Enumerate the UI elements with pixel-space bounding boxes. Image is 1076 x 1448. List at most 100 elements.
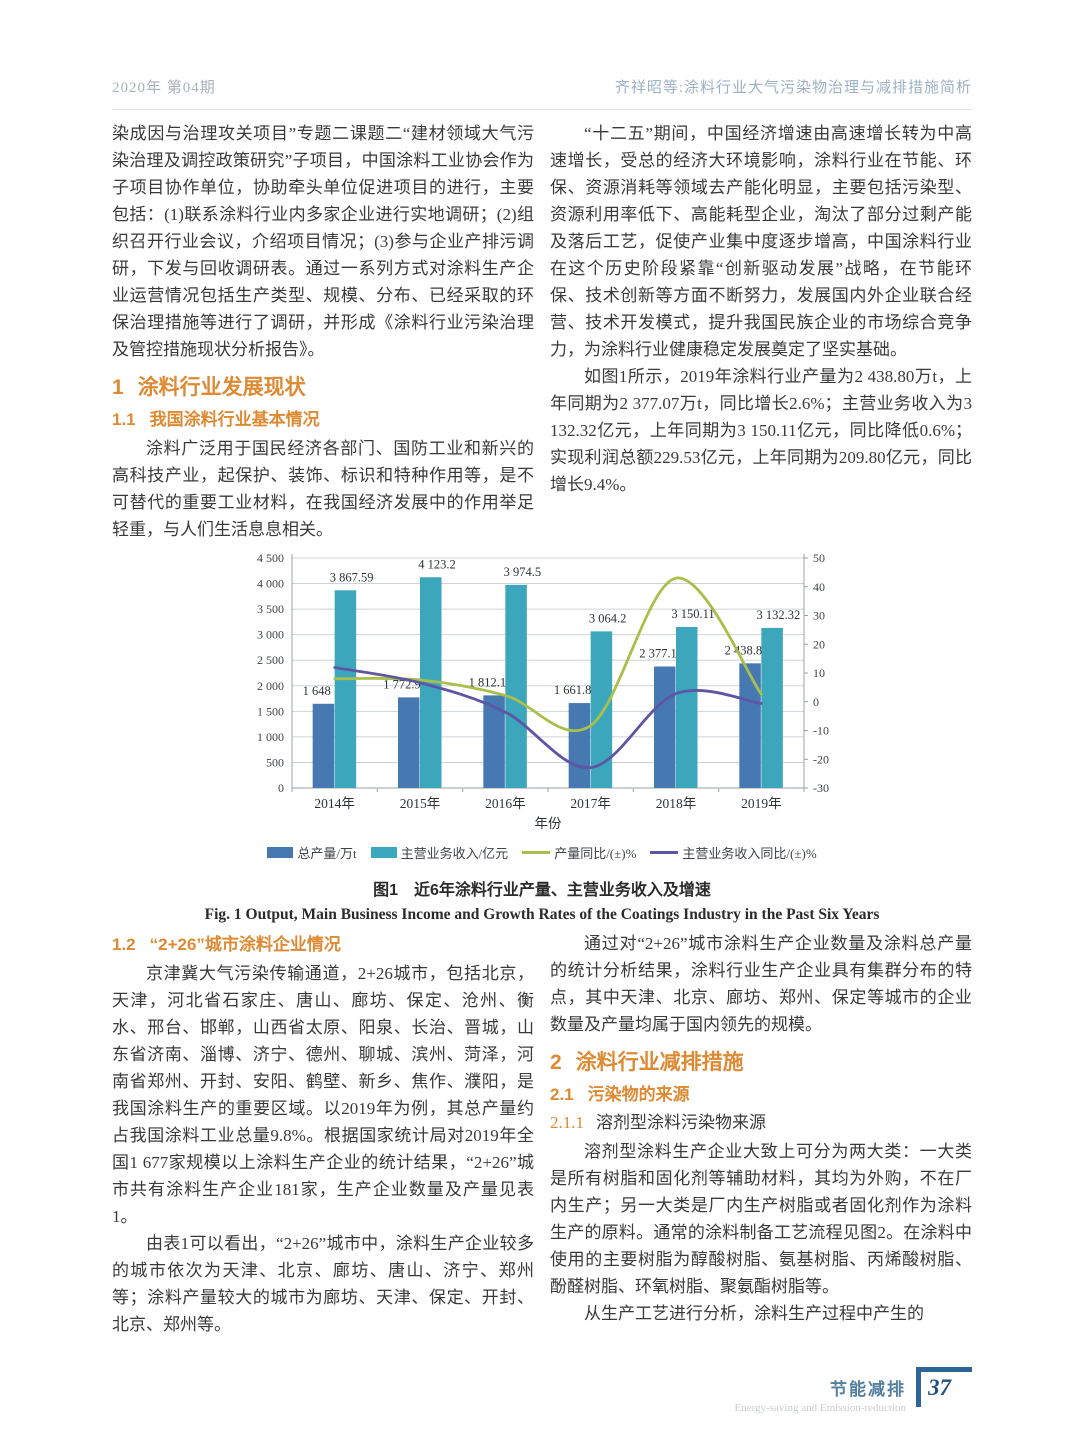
top-columns: 染成因与治理攻关项目”专题二课题二“建材领域大气污染治理及调控政策研究”子项目，… (112, 120, 972, 540)
svg-text:1 648: 1 648 (303, 684, 331, 698)
svg-text:20: 20 (813, 637, 825, 651)
section-1-2-paragraph-2: 由表1可以看出，“2+26”城市中，涂料生产企业较多的城市依次为天津、北京、廊坊… (112, 1234, 534, 1334)
footer-labels: 节能减排 Energy-saving and Emission-reductio… (735, 1367, 906, 1414)
page-number-box: 37 (916, 1367, 972, 1411)
page-number-bracket-left (916, 1367, 921, 1407)
legend-swatch-output-growth-line (522, 851, 551, 854)
section-2-1-1-paragraph-2: 从生产工艺进行分析，涂料生产过程中产生的 (584, 1304, 924, 1323)
legend-label-output: 总产量/万t (297, 846, 357, 861)
figure-1: 0 500 1 000 1 500 2 000 2 500 3 000 3 500 4 000 4… (112, 544, 972, 924)
svg-text:10: 10 (813, 666, 825, 680)
svg-text:-10: -10 (813, 724, 829, 738)
svg-text:2018年: 2018年 (656, 796, 697, 811)
svg-text:2017年: 2017年 (570, 796, 611, 811)
svg-text:1 500: 1 500 (257, 704, 284, 718)
legend-label-income-growth: 主营业务收入同比/(±)% (682, 846, 817, 861)
section-2-1-1-heading: 2.1.1 溶剂型涂料污染物来源 (550, 1110, 972, 1136)
page-content: 2020年 第04期 齐祥昭等:涂料行业大气污染物治理与减排措施简析 染成因与治… (112, 0, 972, 1344)
svg-text:2015年: 2015年 (400, 796, 441, 811)
section-1-heading: 1 涂料行业发展现状 (112, 373, 534, 403)
svg-text:1 000: 1 000 (257, 730, 284, 744)
legend-swatch-output-bar (267, 847, 294, 858)
section-2-number: 2 (550, 1051, 562, 1074)
section-1-2-number: 1.2 (112, 935, 136, 954)
svg-text:2014年: 2014年 (314, 796, 355, 811)
section-1-1-title: 我国涂料行业基本情况 (149, 410, 320, 429)
section-2-heading: 2 涂料行业减排措施 (550, 1048, 972, 1078)
left-column-top: 染成因与治理攻关项目”专题二课题二“建材领域大气污染治理及调控政策研究”子项目，… (112, 120, 534, 540)
svg-text:3 000: 3 000 (257, 628, 284, 642)
right-paragraph-1: “十二五”期间，中国经济增速由高速增长转为中高速增长，受总的经济大环境影响，涂料… (550, 124, 972, 359)
svg-text:2019年: 2019年 (741, 796, 782, 811)
section-1-1-heading: 1.1 我国涂料行业基本情况 (112, 407, 534, 432)
section-1-1-paragraph: 涂料广泛用于国民经济各部门、国防工业和新兴的高科技产业，起保护、装饰、标识和特种… (112, 439, 534, 539)
svg-text:3 132.32: 3 132.32 (756, 608, 800, 622)
section-1-2-paragraph-1: 京津冀大气污染传输通道，2+26城市，包括北京，天津，河北省石家庄、唐山、廊坊、… (112, 964, 534, 1226)
svg-text:1 661.8: 1 661.8 (554, 683, 592, 697)
svg-text:2 377.1: 2 377.1 (639, 647, 677, 661)
section-1-number: 1 (112, 376, 124, 399)
section-2-1-1-title: 溶剂型涂料污染物来源 (596, 1113, 766, 1132)
svg-text:4 000: 4 000 (257, 577, 284, 591)
svg-text:2016年: 2016年 (485, 796, 526, 811)
legend-item-income: 主营业务收入/亿元 (370, 843, 509, 862)
svg-text:30: 30 (813, 609, 825, 623)
right-paragraph-2: 如图1所示，2019年涂料行业产量为2 438.80万t，上年同期为2 377.… (550, 367, 972, 494)
page-footer: 节能减排 Energy-saving and Emission-reductio… (735, 1367, 972, 1414)
svg-text:2 500: 2 500 (257, 653, 284, 667)
chart-legend: 总产量/万t 主营业务收入/亿元 产量同比/(±)% 主营业务收入同比/(±)% (112, 843, 972, 862)
right-column-top: “十二五”期间，中国经济增速由高速增长转为中高速增长，受总的经济大环境影响，涂料… (550, 120, 972, 540)
left-column-bottom: 1.2 “2+26”城市涂料企业情况 京津冀大气污染传输通道，2+26城市，包括北… (112, 930, 534, 1344)
legend-swatch-income-growth-line (650, 851, 679, 854)
section-2-1-1-number: 2.1.1 (550, 1113, 584, 1132)
section-2-1-1-paragraph-1: 溶剂型涂料生产企业大致上可分为两大类：一大类是所有树脂和固化剂等辅助材料，其均为… (550, 1142, 972, 1296)
running-title: 齐祥昭等:涂料行业大气污染物治理与减排措施简析 (614, 80, 972, 96)
footer-journal-name-zh: 节能减排 (830, 1380, 906, 1399)
legend-item-output-growth: 产量同比/(±)% (522, 843, 636, 862)
section-1-2-title: “2+26”城市涂料企业情况 (149, 935, 341, 954)
svg-text:4 500: 4 500 (257, 551, 284, 565)
section-2-1-number: 2.1 (550, 1085, 574, 1104)
section-2-1-title: 污染物的来源 (587, 1085, 690, 1104)
page-number: 37 (928, 1375, 951, 1400)
right-paragraph-3: 通过对“2+26”城市涂料生产企业数量及涂料总产量的统计分析结果，涂料行业生产企… (550, 934, 972, 1034)
bottom-columns: 1.2 “2+26”城市涂料企业情况 京津冀大气污染传输通道，2+26城市，包括北… (112, 930, 972, 1344)
page-header: 2020年 第04期 齐祥昭等:涂料行业大气污染物治理与减排措施简析 (112, 0, 972, 110)
svg-text:2 000: 2 000 (257, 679, 284, 693)
svg-text:1 812.1: 1 812.1 (469, 675, 507, 689)
svg-text:3 500: 3 500 (257, 602, 284, 616)
legend-item-output: 总产量/万t (267, 843, 357, 862)
legend-item-income-growth: 主营业务收入同比/(±)% (650, 843, 817, 862)
figure-1-chart: 0 500 1 000 1 500 2 000 2 500 3 000 3 500 4 000 4… (232, 544, 852, 841)
svg-text:3 974.5: 3 974.5 (504, 565, 542, 579)
section-2-title: 涂料行业减排措施 (575, 1051, 744, 1074)
svg-text:-30: -30 (813, 781, 829, 795)
section-1-1-number: 1.1 (112, 410, 136, 429)
svg-text:0: 0 (278, 781, 284, 795)
svg-text:50: 50 (813, 551, 825, 565)
section-1-title: 涂料行业发展现状 (137, 376, 306, 399)
figure-1-caption-zh: 图1 近6年涂料行业产量、主营业务收入及增速 (373, 882, 711, 899)
legend-label-income: 主营业务收入/亿元 (400, 846, 509, 861)
svg-text:500: 500 (266, 755, 284, 769)
svg-text:40: 40 (813, 580, 825, 594)
svg-text:3 064.2: 3 064.2 (589, 611, 627, 625)
svg-text:0: 0 (813, 695, 819, 709)
svg-text:2 438.8: 2 438.8 (725, 643, 763, 657)
svg-text:3 150.11: 3 150.11 (671, 607, 714, 621)
intro-paragraph: 染成因与治理攻关项目”专题二课题二“建材领域大气污染治理及调控政策研究”子项目，… (112, 124, 534, 359)
footer-journal-name-en: Energy-saving and Emission-reduction (734, 1402, 906, 1414)
svg-text:3 867.59: 3 867.59 (330, 570, 374, 584)
legend-swatch-income-bar (370, 847, 397, 858)
svg-text:-20: -20 (813, 752, 829, 766)
page-number-bracket-top (916, 1367, 972, 1372)
section-2-1-heading: 2.1 污染物的来源 (550, 1082, 972, 1107)
legend-label-output-growth: 产量同比/(±)% (554, 846, 637, 861)
figure-1-caption-en: Fig. 1 Output, Main Business Income and … (204, 906, 880, 923)
svg-text:年份: 年份 (535, 816, 563, 831)
section-1-2-heading: 1.2 “2+26”城市涂料企业情况 (112, 932, 534, 957)
issue-info: 2020年 第04期 (112, 80, 216, 96)
right-column-bottom: 通过对“2+26”城市涂料生产企业数量及涂料总产量的统计分析结果，涂料行业生产企… (550, 930, 972, 1344)
